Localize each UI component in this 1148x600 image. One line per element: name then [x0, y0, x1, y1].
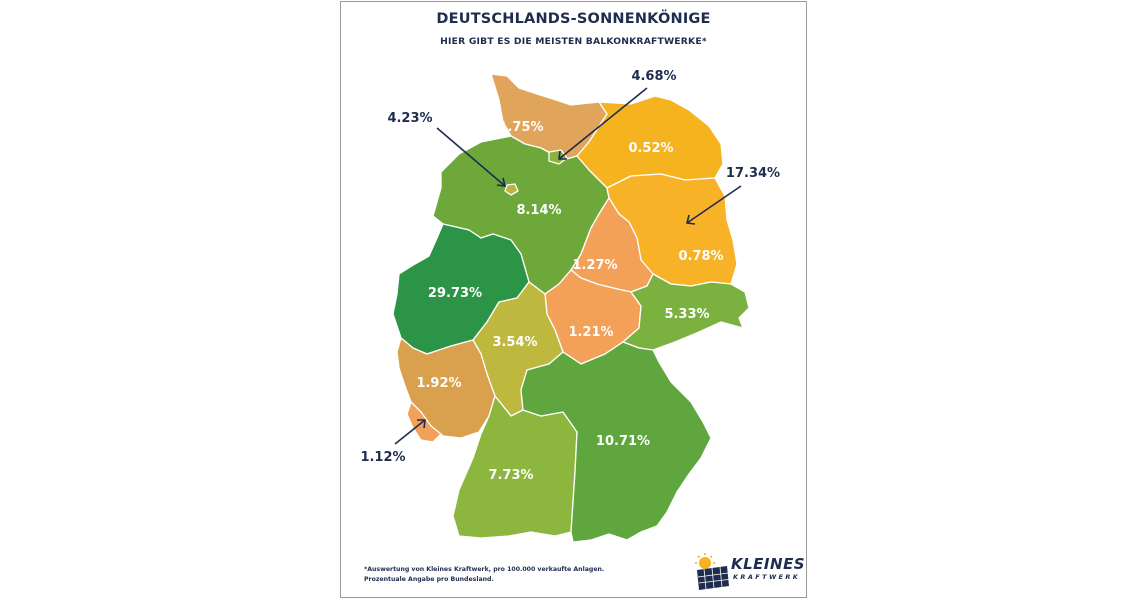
label-th: 1.21%: [568, 325, 613, 340]
logo-text-kraftwerk: KRAFTWERK: [733, 573, 801, 581]
solar-panel-icon: [695, 553, 729, 590]
arrow-hh: [558, 87, 648, 160]
label-rp: 1.92%: [416, 376, 461, 391]
arrowhead-sl: [417, 419, 426, 429]
kleines-kraftwerk-logo: KLEINES KRAFTWERK: [691, 552, 805, 592]
footnote-line-1: *Auswertung von Kleines Kraftwerk, pro 1…: [364, 566, 605, 573]
label-bb: 0.78%: [678, 249, 723, 264]
arrowhead-hh: [558, 150, 567, 160]
label-mv: 0.52%: [628, 141, 673, 156]
region-hh[interactable]: [548, 149, 568, 165]
arrowhead-be: [686, 214, 696, 225]
arrowhead-hb: [496, 177, 507, 187]
region-hb[interactable]: [504, 183, 519, 196]
arrow-be: [686, 185, 742, 224]
footnote: *Auswertung von Kleines Kraftwerk, pro 1…: [364, 565, 604, 585]
label-nw: 29.73%: [428, 286, 482, 301]
label-sh: 1.75%: [498, 120, 543, 135]
label-by: 10.71%: [596, 434, 650, 449]
label-ni: 8.14%: [516, 203, 561, 218]
callout-sl: 1.12%: [360, 450, 405, 465]
arrow-sl: [394, 419, 426, 445]
page-subtitle: HIER GIBT ES DIE MEISTEN BALKONKRAFTWERK…: [440, 36, 707, 47]
infographic-card: DEUTSCHLANDS-SONNENKÖNIGE HIER GIBT ES D…: [340, 1, 807, 598]
region-rp[interactable]: [396, 337, 496, 439]
label-he: 3.54%: [492, 335, 537, 350]
label-bw: 7.73%: [488, 468, 533, 483]
callout-hb: 4.23%: [387, 111, 432, 126]
footnote-line-2: Prozentuale Angabe pro Bundesland.: [364, 576, 494, 583]
region-by[interactable]: [520, 341, 712, 543]
germany-map: 1.75% 0.52% 8.14% 1.27% 0.78% 29.73% 5.3…: [360, 69, 780, 543]
label-st: 1.27%: [572, 258, 617, 273]
label-sn: 5.33%: [664, 307, 709, 322]
arrow-hb: [436, 127, 506, 187]
callout-hh: 4.68%: [631, 69, 676, 84]
logo-text-kleines: KLEINES: [731, 555, 806, 573]
page-title: DEUTSCHLANDS-SONNENKÖNIGE: [436, 11, 711, 27]
callout-be: 17.34%: [726, 166, 780, 181]
